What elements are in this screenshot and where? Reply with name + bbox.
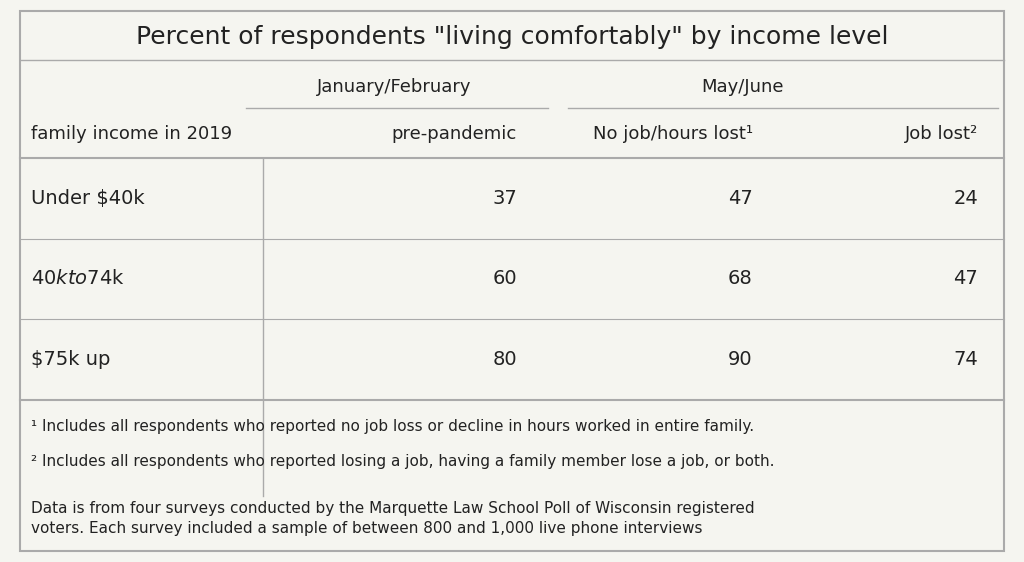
FancyBboxPatch shape — [20, 11, 1004, 551]
Text: 68: 68 — [728, 269, 753, 288]
Text: 24: 24 — [953, 189, 978, 208]
Text: pre-pandemic: pre-pandemic — [392, 125, 517, 143]
Text: Data is from four surveys conducted by the Marquette Law School Poll of Wisconsi: Data is from four surveys conducted by t… — [31, 501, 755, 536]
Text: May/June: May/June — [701, 78, 783, 96]
Text: 60: 60 — [493, 269, 517, 288]
Text: ¹ Includes all respondents who reported no job loss or decline in hours worked i: ¹ Includes all respondents who reported … — [31, 419, 754, 434]
Text: $75k up: $75k up — [31, 350, 111, 369]
Text: Under $40k: Under $40k — [31, 189, 144, 208]
Text: 80: 80 — [493, 350, 517, 369]
Text: 37: 37 — [493, 189, 517, 208]
Text: 47: 47 — [728, 189, 753, 208]
Text: ² Includes all respondents who reported losing a job, having a family member los: ² Includes all respondents who reported … — [31, 454, 774, 469]
Text: $40k to $74k: $40k to $74k — [31, 269, 125, 288]
Text: No job/hours lost¹: No job/hours lost¹ — [593, 125, 753, 143]
Text: Job lost²: Job lost² — [904, 125, 978, 143]
Text: 74: 74 — [953, 350, 978, 369]
Text: family income in 2019: family income in 2019 — [31, 125, 231, 143]
Text: 47: 47 — [953, 269, 978, 288]
Text: Percent of respondents "living comfortably" by income level: Percent of respondents "living comfortab… — [136, 25, 888, 48]
Text: January/February: January/February — [317, 78, 471, 96]
Text: 90: 90 — [728, 350, 753, 369]
